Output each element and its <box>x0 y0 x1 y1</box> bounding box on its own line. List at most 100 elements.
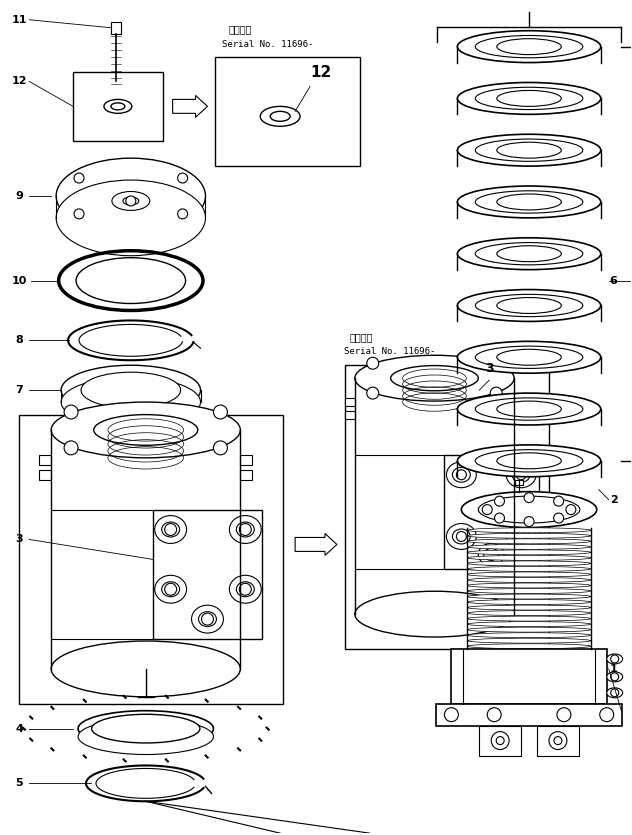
Text: 11: 11 <box>11 15 27 25</box>
Ellipse shape <box>236 522 254 537</box>
Ellipse shape <box>467 566 591 571</box>
Ellipse shape <box>467 600 591 605</box>
Bar <box>240 455 252 465</box>
Ellipse shape <box>458 238 601 270</box>
Circle shape <box>214 405 228 419</box>
Ellipse shape <box>155 575 186 603</box>
Ellipse shape <box>467 589 591 594</box>
Ellipse shape <box>61 377 200 427</box>
Ellipse shape <box>81 372 181 408</box>
Circle shape <box>494 496 504 506</box>
Circle shape <box>516 470 526 480</box>
Ellipse shape <box>478 544 504 565</box>
Circle shape <box>367 387 379 399</box>
Ellipse shape <box>458 31 601 63</box>
Circle shape <box>611 673 619 681</box>
Ellipse shape <box>236 582 254 597</box>
Ellipse shape <box>61 365 200 415</box>
Ellipse shape <box>458 186 601 218</box>
Circle shape <box>554 496 564 506</box>
Circle shape <box>482 504 492 514</box>
Ellipse shape <box>497 90 561 106</box>
Bar <box>345 398 355 406</box>
Text: 7: 7 <box>15 385 23 395</box>
Circle shape <box>240 584 252 595</box>
Bar <box>111 22 121 33</box>
Bar <box>514 411 524 419</box>
Text: 9: 9 <box>15 191 23 201</box>
Circle shape <box>554 513 564 523</box>
Ellipse shape <box>607 654 623 664</box>
Bar <box>20 415 283 704</box>
Text: 2: 2 <box>610 494 617 504</box>
Ellipse shape <box>607 688 623 698</box>
Circle shape <box>165 584 176 595</box>
Circle shape <box>214 441 228 455</box>
Text: 1: 1 <box>610 664 617 674</box>
Circle shape <box>202 613 214 625</box>
FancyArrow shape <box>173 95 207 118</box>
Ellipse shape <box>355 355 514 401</box>
Ellipse shape <box>475 295 583 316</box>
Circle shape <box>516 532 526 541</box>
Circle shape <box>456 470 466 480</box>
Ellipse shape <box>467 638 591 643</box>
Ellipse shape <box>458 83 601 114</box>
Ellipse shape <box>446 462 477 488</box>
Circle shape <box>64 405 78 419</box>
Ellipse shape <box>198 612 216 626</box>
Circle shape <box>126 196 136 206</box>
Ellipse shape <box>56 180 205 256</box>
Text: 10: 10 <box>11 276 27 286</box>
Ellipse shape <box>78 711 214 746</box>
Ellipse shape <box>78 719 214 755</box>
Ellipse shape <box>497 245 561 261</box>
Ellipse shape <box>467 605 591 610</box>
Ellipse shape <box>467 583 591 588</box>
Ellipse shape <box>475 139 583 161</box>
Ellipse shape <box>51 402 240 458</box>
Ellipse shape <box>155 515 186 544</box>
Circle shape <box>557 708 571 721</box>
Ellipse shape <box>112 191 150 210</box>
Ellipse shape <box>467 534 591 539</box>
Circle shape <box>549 731 567 750</box>
Ellipse shape <box>467 561 591 566</box>
Ellipse shape <box>475 88 583 109</box>
Circle shape <box>178 173 188 183</box>
Circle shape <box>554 736 562 745</box>
FancyArrow shape <box>295 534 337 555</box>
Bar <box>39 470 51 480</box>
Ellipse shape <box>453 529 470 544</box>
Text: 6: 6 <box>610 276 617 286</box>
Ellipse shape <box>512 468 530 483</box>
Ellipse shape <box>475 243 583 265</box>
Circle shape <box>240 524 252 535</box>
Ellipse shape <box>467 644 591 649</box>
Ellipse shape <box>162 522 179 537</box>
Ellipse shape <box>467 555 591 560</box>
Ellipse shape <box>478 496 580 523</box>
Circle shape <box>64 441 78 455</box>
Ellipse shape <box>483 549 499 560</box>
Ellipse shape <box>92 714 200 743</box>
Ellipse shape <box>123 197 139 205</box>
Circle shape <box>456 532 466 541</box>
Bar <box>345 365 549 649</box>
Ellipse shape <box>467 528 591 533</box>
Bar <box>444 455 539 569</box>
Ellipse shape <box>475 398 583 420</box>
Circle shape <box>494 513 504 523</box>
Ellipse shape <box>94 415 198 445</box>
Circle shape <box>178 209 188 219</box>
Bar <box>515 480 523 484</box>
Text: 4: 4 <box>15 724 23 734</box>
Bar <box>240 470 252 480</box>
Bar <box>345 411 355 419</box>
Ellipse shape <box>270 111 290 121</box>
Text: 適用号機: 適用号機 <box>350 332 374 342</box>
Circle shape <box>524 493 534 503</box>
Circle shape <box>165 524 176 535</box>
Ellipse shape <box>497 349 561 365</box>
Circle shape <box>491 731 509 750</box>
